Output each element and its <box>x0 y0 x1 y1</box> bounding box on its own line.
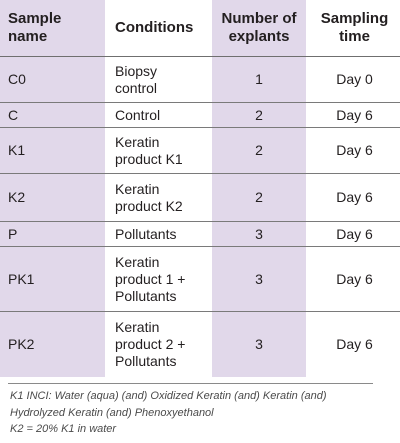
cell-sample: P <box>0 222 105 246</box>
condition-text: Biopsy control <box>115 62 158 96</box>
sample-text: PK1 <box>8 270 35 287</box>
time-text: Day 6 <box>336 270 373 287</box>
time-text: Day 6 <box>336 106 373 123</box>
header-sample-name-text: Sample name <box>8 10 62 45</box>
cell-explants: 3 <box>209 222 306 246</box>
condition-text: Keratin product 1 + Pollutants <box>115 253 186 304</box>
cell-time: Day 0 <box>306 57 400 102</box>
time-text: Day 0 <box>336 71 373 87</box>
sample-text: K2 <box>8 189 26 205</box>
header-conditions-text: Conditions <box>115 19 194 36</box>
explants-text: 2 <box>255 142 263 158</box>
footnote-line: Hydrolyzed Keratin (and) Phenoxyethanol <box>10 406 214 419</box>
cell-condition: Keratin product 1 + Pollutants <box>105 247 209 311</box>
header-sampling-time: Sampling time <box>306 0 400 56</box>
time-text: Day 6 <box>336 336 373 352</box>
cell-time: Day 6 <box>306 222 400 246</box>
cell-sample: K1 <box>0 128 105 173</box>
header-conditions: Conditions <box>105 0 209 56</box>
table-row: P Pollutants 3 Day 6 <box>0 222 400 247</box>
footnote-line: K1 INCI: Water (aqua) (and) Oxidized Ker… <box>10 390 327 402</box>
cell-condition: Biopsy control <box>105 57 209 102</box>
sample-text: C0 <box>8 71 26 87</box>
explants-text: 2 <box>255 106 263 123</box>
condition-text: Pollutants <box>115 225 177 242</box>
sample-text: P <box>8 225 18 242</box>
condition-text: Keratin product K1 <box>115 133 183 167</box>
header-sampling-time-text: Sampling time <box>320 10 389 45</box>
condition-text: Keratin product K2 <box>115 180 183 214</box>
cell-explants: 2 <box>209 103 306 127</box>
cell-condition: Keratin product K2 <box>105 174 209 221</box>
cell-explants: 3 <box>209 312 306 377</box>
footnote-divider <box>8 383 373 384</box>
condition-text: Control <box>115 106 161 123</box>
sample-table: Sample name Conditions Number of explant… <box>0 0 400 377</box>
table-row: K2 Keratin product K2 2 Day 6 <box>0 174 400 222</box>
cell-sample: K2 <box>0 174 105 221</box>
table-row: PK2 Keratin product 2 + Pollutants 3 Day… <box>0 312 400 377</box>
cell-explants: 1 <box>209 57 306 102</box>
header-explants: Number of explants <box>209 0 306 56</box>
explants-text: 3 <box>255 336 263 352</box>
cell-sample: PK2 <box>0 312 105 377</box>
footnote-line: K2 = 20% K1 in water <box>10 423 117 435</box>
time-text: Day 6 <box>336 142 373 158</box>
cell-time: Day 6 <box>306 247 400 311</box>
sample-text: PK2 <box>8 336 35 352</box>
cell-condition: Keratin product K1 <box>105 128 209 173</box>
table-row: PK1 Keratin product 1 + Pollutants 3 Day… <box>0 247 400 312</box>
table-header-row: Sample name Conditions Number of explant… <box>0 0 400 57</box>
table-row: C Control 2 Day 6 <box>0 103 400 128</box>
cell-sample: C <box>0 103 105 127</box>
sample-text: K1 <box>8 142 26 158</box>
cell-time: Day 6 <box>306 174 400 221</box>
explants-text: 3 <box>255 270 263 287</box>
table-row: C0 Biopsy control 1 Day 0 <box>0 57 400 103</box>
cell-time: Day 6 <box>306 128 400 173</box>
explants-text: 2 <box>255 189 263 205</box>
cell-time: Day 6 <box>306 103 400 127</box>
cell-condition: Control <box>105 103 209 127</box>
header-explants-text: Number of explants <box>221 10 297 45</box>
cell-sample: PK1 <box>0 247 105 311</box>
sample-text: C <box>8 106 19 123</box>
footnote: K1 INCI: Water (aqua) (and) Oxidized Ker… <box>10 388 395 438</box>
cell-condition: Pollutants <box>105 222 209 246</box>
table-row: K1 Keratin product K1 2 Day 6 <box>0 128 400 174</box>
cell-condition: Keratin product 2 + Pollutants <box>105 312 209 377</box>
explants-text: 3 <box>255 225 263 242</box>
cell-explants: 2 <box>209 128 306 173</box>
time-text: Day 6 <box>336 225 373 242</box>
explants-text: 1 <box>255 71 263 87</box>
header-sample-name: Sample name <box>0 0 105 56</box>
cell-sample: C0 <box>0 57 105 102</box>
cell-explants: 3 <box>209 247 306 311</box>
cell-explants: 2 <box>209 174 306 221</box>
time-text: Day 6 <box>336 189 373 205</box>
condition-text: Keratin product 2 + Pollutants <box>115 319 186 369</box>
cell-time: Day 6 <box>306 312 400 377</box>
